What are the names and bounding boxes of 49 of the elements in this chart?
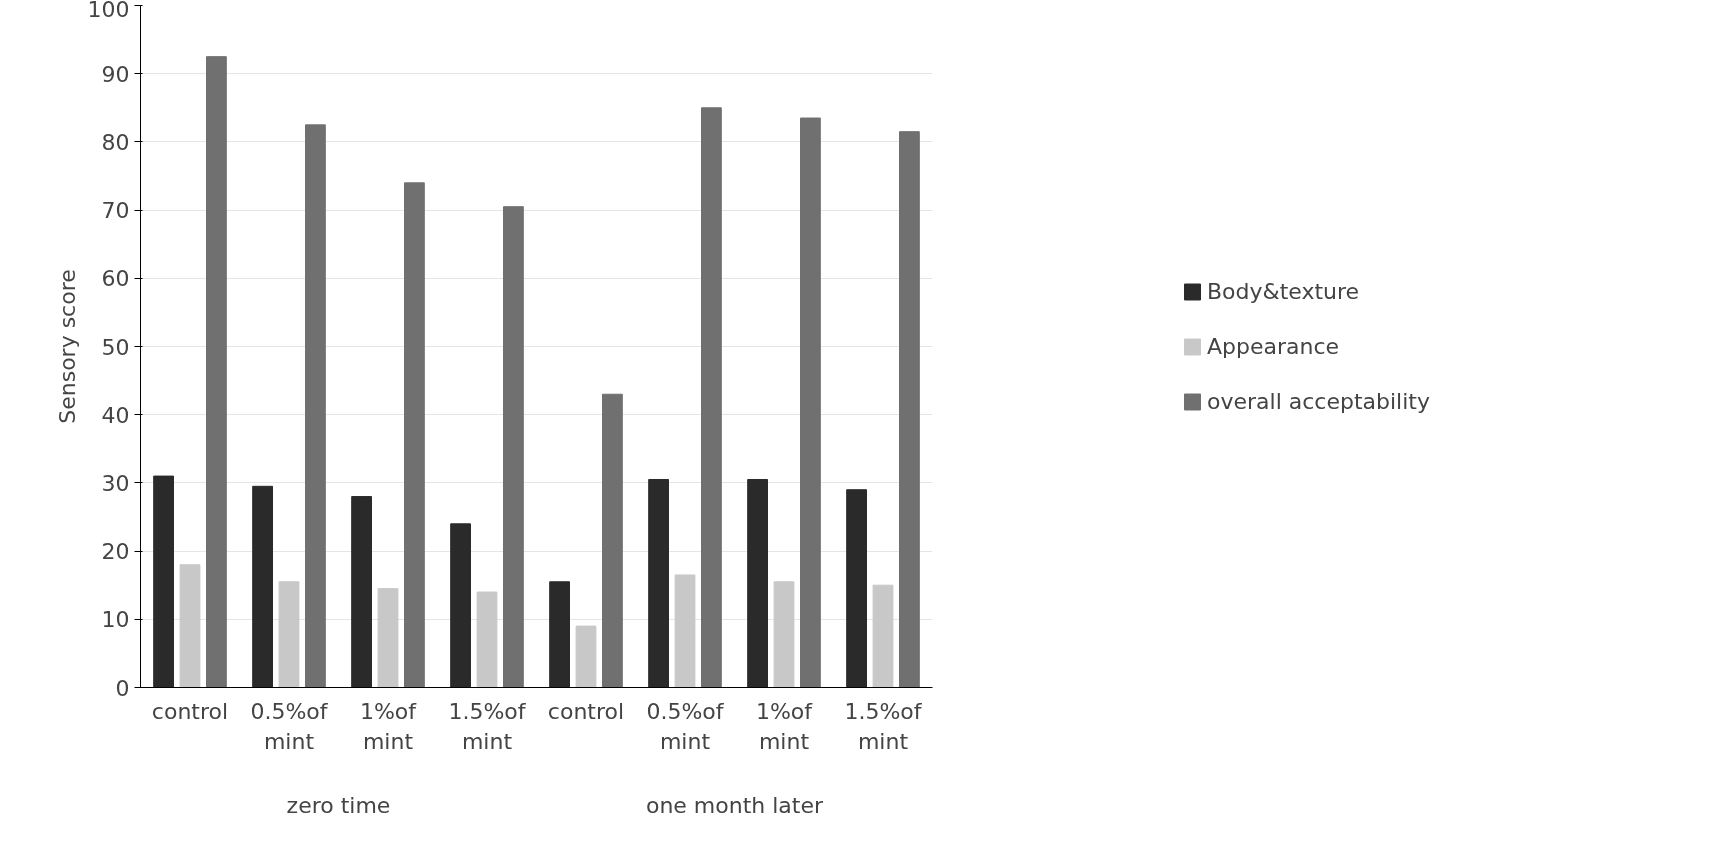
y-tick-label: 10 xyxy=(101,607,130,633)
bar xyxy=(252,485,273,688)
bar xyxy=(179,564,201,688)
bar xyxy=(503,206,524,688)
y-tick-label: 30 xyxy=(101,470,130,496)
x-tick-label: control xyxy=(547,698,625,724)
bar xyxy=(747,478,768,688)
y-tick-label: 70 xyxy=(101,198,130,224)
bar xyxy=(404,182,425,688)
bar xyxy=(305,124,326,688)
bar xyxy=(206,56,227,688)
y-tick-label: 0 xyxy=(115,675,130,701)
x-tick-label: 1%of mint xyxy=(359,698,418,754)
x-tick-label: 1.5%of mint xyxy=(844,698,923,754)
y-axis-title: Sensory score xyxy=(54,269,80,424)
x-tick-label: control xyxy=(151,698,229,724)
bar xyxy=(549,581,570,688)
bar xyxy=(800,117,821,688)
legend-label: overall acceptability xyxy=(1207,388,1430,414)
legend-label: Appearance xyxy=(1207,333,1340,359)
y-tick-label: 100 xyxy=(87,0,130,22)
bar xyxy=(278,581,300,688)
bar xyxy=(351,496,372,688)
bar xyxy=(476,591,498,688)
bar xyxy=(701,107,722,688)
bar xyxy=(602,393,623,688)
x-tick-label: 0.5%of mint xyxy=(250,698,329,754)
x-tick-label: 1%of mint xyxy=(755,698,814,754)
y-tick-label: 60 xyxy=(101,266,130,292)
bar xyxy=(846,489,867,688)
bar xyxy=(377,588,399,688)
bar xyxy=(648,478,669,688)
y-tick-label: 50 xyxy=(101,334,130,360)
bar xyxy=(773,581,795,688)
legend-label: Body&texture xyxy=(1207,278,1360,304)
x-tick-label: 1.5%of mint xyxy=(448,698,527,754)
y-tick-label: 90 xyxy=(101,61,130,87)
y-tick-label: 20 xyxy=(101,539,130,565)
x-tick-label: 0.5%of mint xyxy=(646,698,725,754)
bar xyxy=(575,625,597,688)
bar xyxy=(674,574,696,688)
text: one month later xyxy=(645,792,825,818)
text: zero time xyxy=(286,792,391,818)
y-tick-label: 80 xyxy=(101,129,130,155)
bar xyxy=(153,475,174,688)
bar xyxy=(899,131,920,688)
y-tick-label: 40 xyxy=(101,402,130,428)
bar xyxy=(450,523,471,688)
bar xyxy=(872,584,894,688)
